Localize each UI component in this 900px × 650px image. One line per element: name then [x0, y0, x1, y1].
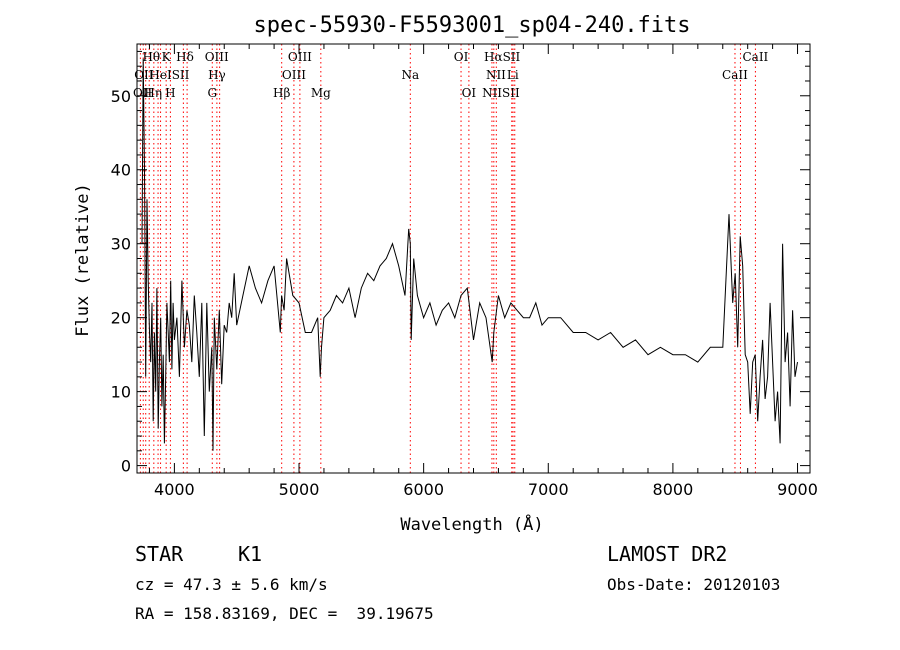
- line-marker-label: Hδ: [176, 50, 194, 64]
- line-marker-label: OI: [462, 86, 477, 100]
- obs-date: Obs-Date: 20120103: [607, 575, 781, 594]
- survey-name: LAMOST DR2: [607, 542, 728, 566]
- line-marker-label: CaII: [722, 68, 748, 82]
- line-marker-label: H: [165, 86, 175, 100]
- y-tick-label: 30: [111, 235, 131, 254]
- line-marker-label: OII: [133, 86, 153, 100]
- line-marker-label: Mg: [311, 86, 331, 100]
- line-marker-label: G: [207, 86, 217, 100]
- plot-frame: [136, 43, 811, 474]
- y-tick-label: 20: [111, 309, 131, 328]
- axis-ticks: 4000 5000 6000 7000 8000 9000 0 10 20 30 40 50: [111, 44, 818, 499]
- x-tick-label: 5000: [279, 480, 320, 499]
- line-marker-label: OI: [454, 50, 469, 64]
- line-marker-label: OIII: [288, 50, 312, 64]
- line-marker-label: Hγ: [208, 68, 226, 82]
- line-marker-group: [139, 44, 756, 473]
- x-tick-label: 9000: [777, 480, 818, 499]
- subclass: K1: [238, 542, 263, 566]
- x-tick-label: 4000: [154, 480, 195, 499]
- coordinates: RA = 158.83169, DEC = 39.19675: [135, 604, 434, 623]
- line-marker-label: Hθ: [142, 50, 160, 64]
- line-marker-label: OIII: [282, 68, 306, 82]
- x-axis-label: Wavelength (Å): [400, 513, 543, 535]
- line-marker-label: OII: [134, 68, 154, 82]
- x-tick-label: 8000: [653, 480, 694, 499]
- line-marker-label: Hβ: [273, 86, 290, 100]
- line-marker-label: K: [162, 50, 172, 64]
- y-tick-label: 40: [111, 161, 131, 180]
- y-axis-label: Flux (relative): [73, 183, 93, 337]
- velocity-readout: cz = 47.3 ± 5.6 km/s: [135, 575, 328, 594]
- line-marker-label: NIISII: [482, 86, 520, 100]
- line-marker-label: OIII: [205, 50, 229, 64]
- x-tick-label: 6000: [403, 480, 444, 499]
- y-tick-label: 10: [111, 383, 131, 402]
- spectrum-line: [141, 58, 798, 451]
- line-marker-label: Na: [401, 68, 419, 82]
- y-tick-label: 50: [111, 87, 131, 106]
- line-marker-label: NII: [486, 68, 506, 82]
- line-marker-label: Hη: [144, 86, 162, 100]
- line-marker-label: Li: [507, 68, 519, 82]
- line-marker-label: HeISII: [149, 68, 189, 82]
- chart-title: spec-55930-F5593001_sp04-240.fits: [253, 13, 690, 38]
- y-tick-label: 0: [121, 457, 131, 476]
- object-type: STAR: [135, 542, 184, 566]
- x-tick-label: 7000: [528, 480, 569, 499]
- line-marker-label: CaII: [742, 50, 768, 64]
- line-marker-label: HαSII: [484, 50, 521, 64]
